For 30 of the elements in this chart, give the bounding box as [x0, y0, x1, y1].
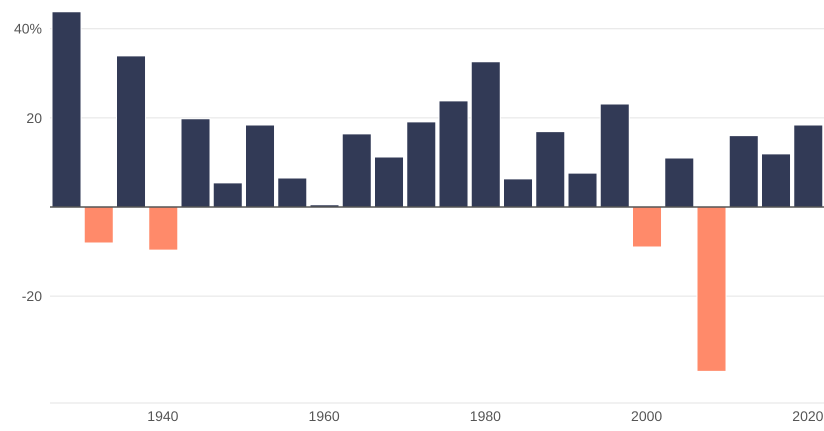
bar — [212, 182, 243, 208]
x-tick-label: 1960 — [308, 408, 340, 424]
y-tick-label: -20 — [22, 288, 42, 304]
bar — [116, 55, 146, 208]
bar — [696, 206, 727, 372]
bar — [600, 104, 630, 208]
bar — [406, 121, 436, 208]
bar — [470, 61, 501, 208]
bar — [664, 157, 694, 208]
bar — [52, 11, 82, 208]
x-tick-label: 2000 — [631, 408, 662, 424]
bar — [632, 206, 662, 248]
bar — [84, 206, 114, 244]
y-tick-label: 40% — [14, 20, 42, 37]
bar — [374, 156, 404, 208]
bar — [535, 131, 566, 208]
x-tick-label: 1980 — [470, 408, 502, 424]
bar — [568, 172, 598, 208]
bar — [148, 206, 178, 251]
bar — [761, 153, 792, 208]
bar — [728, 135, 759, 208]
bar — [277, 177, 308, 208]
y-tick-label: 20 — [26, 110, 42, 126]
bar — [438, 100, 469, 208]
x-tick-label: 2020 — [792, 408, 824, 424]
bar — [245, 124, 276, 208]
x-tick-label: 1940 — [147, 408, 179, 424]
bar — [180, 118, 211, 208]
bar — [342, 133, 372, 208]
bar — [503, 178, 534, 208]
